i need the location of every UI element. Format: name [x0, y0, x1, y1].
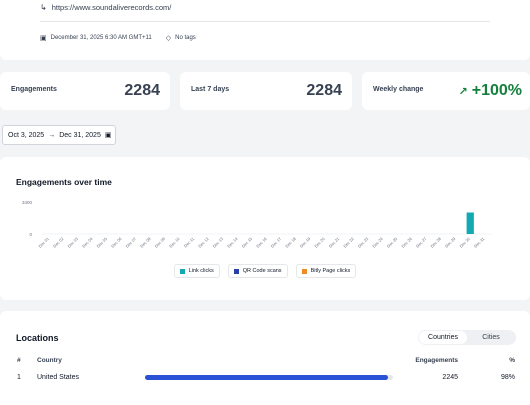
legend-item-qr-code-scans[interactable]: QR Code scans [227, 264, 288, 278]
x-tick-label: Dec 24 [371, 236, 384, 249]
x-tick-label: Dec 10 [168, 236, 181, 249]
legend-item-bitly-page-clicks[interactable]: Bitly Page clicks [295, 264, 357, 278]
x-tick-label: Dec 21 [328, 236, 341, 249]
x-tick-label: Dec 18 [284, 236, 297, 249]
x-tick-label: Dec 11 [183, 236, 196, 249]
engagements-label: Engagements [11, 86, 57, 93]
x-tick-label: Dec 08 [139, 236, 152, 249]
last-7-days-card: Last 7 days 2284 [180, 72, 352, 110]
destination-url[interactable]: https://www.soundaliverecords.com/ [51, 3, 172, 12]
link-details-card: ↳ https://www.soundaliverecords.com/ ▣ D… [0, 0, 530, 60]
engagement-share-bar [145, 375, 393, 380]
legend-swatch [301, 268, 307, 274]
locations-card: Locations Countries Cities # Country Eng… [0, 311, 530, 405]
x-tick-label: Dec 04 [81, 236, 94, 249]
col-pct-header: % [509, 357, 515, 364]
weekly-change-card: Weekly change ↗ +100% [362, 72, 530, 110]
x-tick-label: Dec 30 [458, 236, 471, 249]
x-tick-label: Dec 06 [110, 236, 123, 249]
x-tick-label: Dec 15 [241, 236, 254, 249]
x-tick-label: Dec 13 [212, 236, 225, 249]
col-engagements-header: Engagements [415, 357, 458, 364]
legend-item-link-clicks[interactable]: Link clicks [173, 264, 220, 278]
x-tick-label: Dec 14 [226, 236, 239, 249]
date-range-picker[interactable]: Oct 3, 2025 → Dec 31, 2025 ▣ [2, 125, 116, 145]
row-rank: 1 [17, 374, 21, 381]
x-tick-label: Dec 25 [386, 236, 399, 249]
y-tick-label: 3400 [22, 200, 33, 205]
x-tick-label: Dec 19 [299, 236, 312, 249]
y-tick-label: 0 [29, 232, 32, 237]
calendar-icon: ▣ [104, 132, 112, 139]
legend-swatch [179, 268, 185, 274]
locations-title: Locations [16, 333, 59, 343]
x-tick-label: Dec 07 [125, 236, 138, 249]
link-meta: ▣ December 31, 2025 6:30 AM GMT+11 ◇ No … [40, 34, 196, 42]
x-tick-label: Dec 12 [197, 236, 210, 249]
x-tick-label: Dec 05 [96, 236, 109, 249]
x-tick-label: Dec 29 [444, 236, 457, 249]
chart-title: Engagements over time [16, 177, 112, 187]
x-tick-label: Dec 09 [154, 236, 167, 249]
col-country-header: Country [37, 357, 62, 364]
date-range-end: Dec 31, 2025 [59, 131, 101, 139]
divider [40, 21, 490, 22]
engagements-card: Engagements 2284 [0, 72, 170, 110]
toggle-countries[interactable]: Countries [419, 331, 467, 344]
x-tick-label: Dec 03 [66, 236, 79, 249]
tag-icon: ◇ [165, 35, 172, 42]
redirect-arrow-icon: ↳ [40, 3, 47, 12]
weekly-change-number: +100% [471, 82, 522, 99]
chart-legend: Link clicks QR Code scans Bitly Page click… [0, 264, 530, 278]
last-7-days-label: Last 7 days [191, 86, 230, 93]
trending-up-icon: ↗ [458, 85, 468, 98]
x-tick-label: Dec 23 [357, 236, 370, 249]
x-tick-label: Dec 16 [255, 236, 268, 249]
tags-label: No tags [175, 35, 196, 41]
weekly-change-value: ↗ +100% [459, 82, 522, 100]
x-tick-label: Dec 28 [429, 236, 442, 249]
toggle-cities[interactable]: Cities [482, 334, 500, 341]
row-country: United States [37, 374, 80, 381]
bar-dec-30[interactable] [466, 212, 474, 234]
engagement-share-fill [145, 375, 389, 380]
x-tick-label: Dec 02 [52, 236, 65, 249]
x-tick-label: Dec 27 [415, 236, 428, 249]
x-tick-label: Dec 31 [473, 236, 486, 249]
x-tick-label: Dec 17 [270, 236, 283, 249]
last-7-days-value: 2284 [306, 82, 342, 99]
destination-row: ↳ https://www.soundaliverecords.com/ [40, 3, 171, 12]
engagements-chart-card: Engagements over time 3400 0 Dec 01 Dec 02 D… [0, 157, 530, 300]
engagements-value: 2284 [124, 82, 160, 99]
legend-swatch [233, 268, 239, 274]
legend-label: QR Code scans [242, 268, 282, 274]
col-rank-header: # [17, 357, 21, 364]
x-tick-label: Dec 01 [37, 236, 50, 249]
legend-label: Link clicks [188, 268, 214, 274]
created-date: December 31, 2025 6:30 AM GMT+11 [50, 35, 152, 41]
row-pct: 98% [500, 374, 515, 381]
weekly-change-label: Weekly change [373, 86, 424, 93]
legend-label: Bitly Page clicks [310, 268, 351, 274]
locations-toggle: Countries Cities [418, 330, 516, 345]
x-tick-label: Dec 22 [342, 236, 355, 249]
calendar-icon: ▣ [40, 35, 47, 42]
x-tick-label: Dec 26 [400, 236, 413, 249]
date-range-start: Oct 3, 2025 [8, 131, 45, 139]
arrow-right-icon: → [48, 131, 56, 139]
x-tick-label: Dec 20 [313, 236, 326, 249]
row-engagements: 2245 [442, 374, 458, 381]
